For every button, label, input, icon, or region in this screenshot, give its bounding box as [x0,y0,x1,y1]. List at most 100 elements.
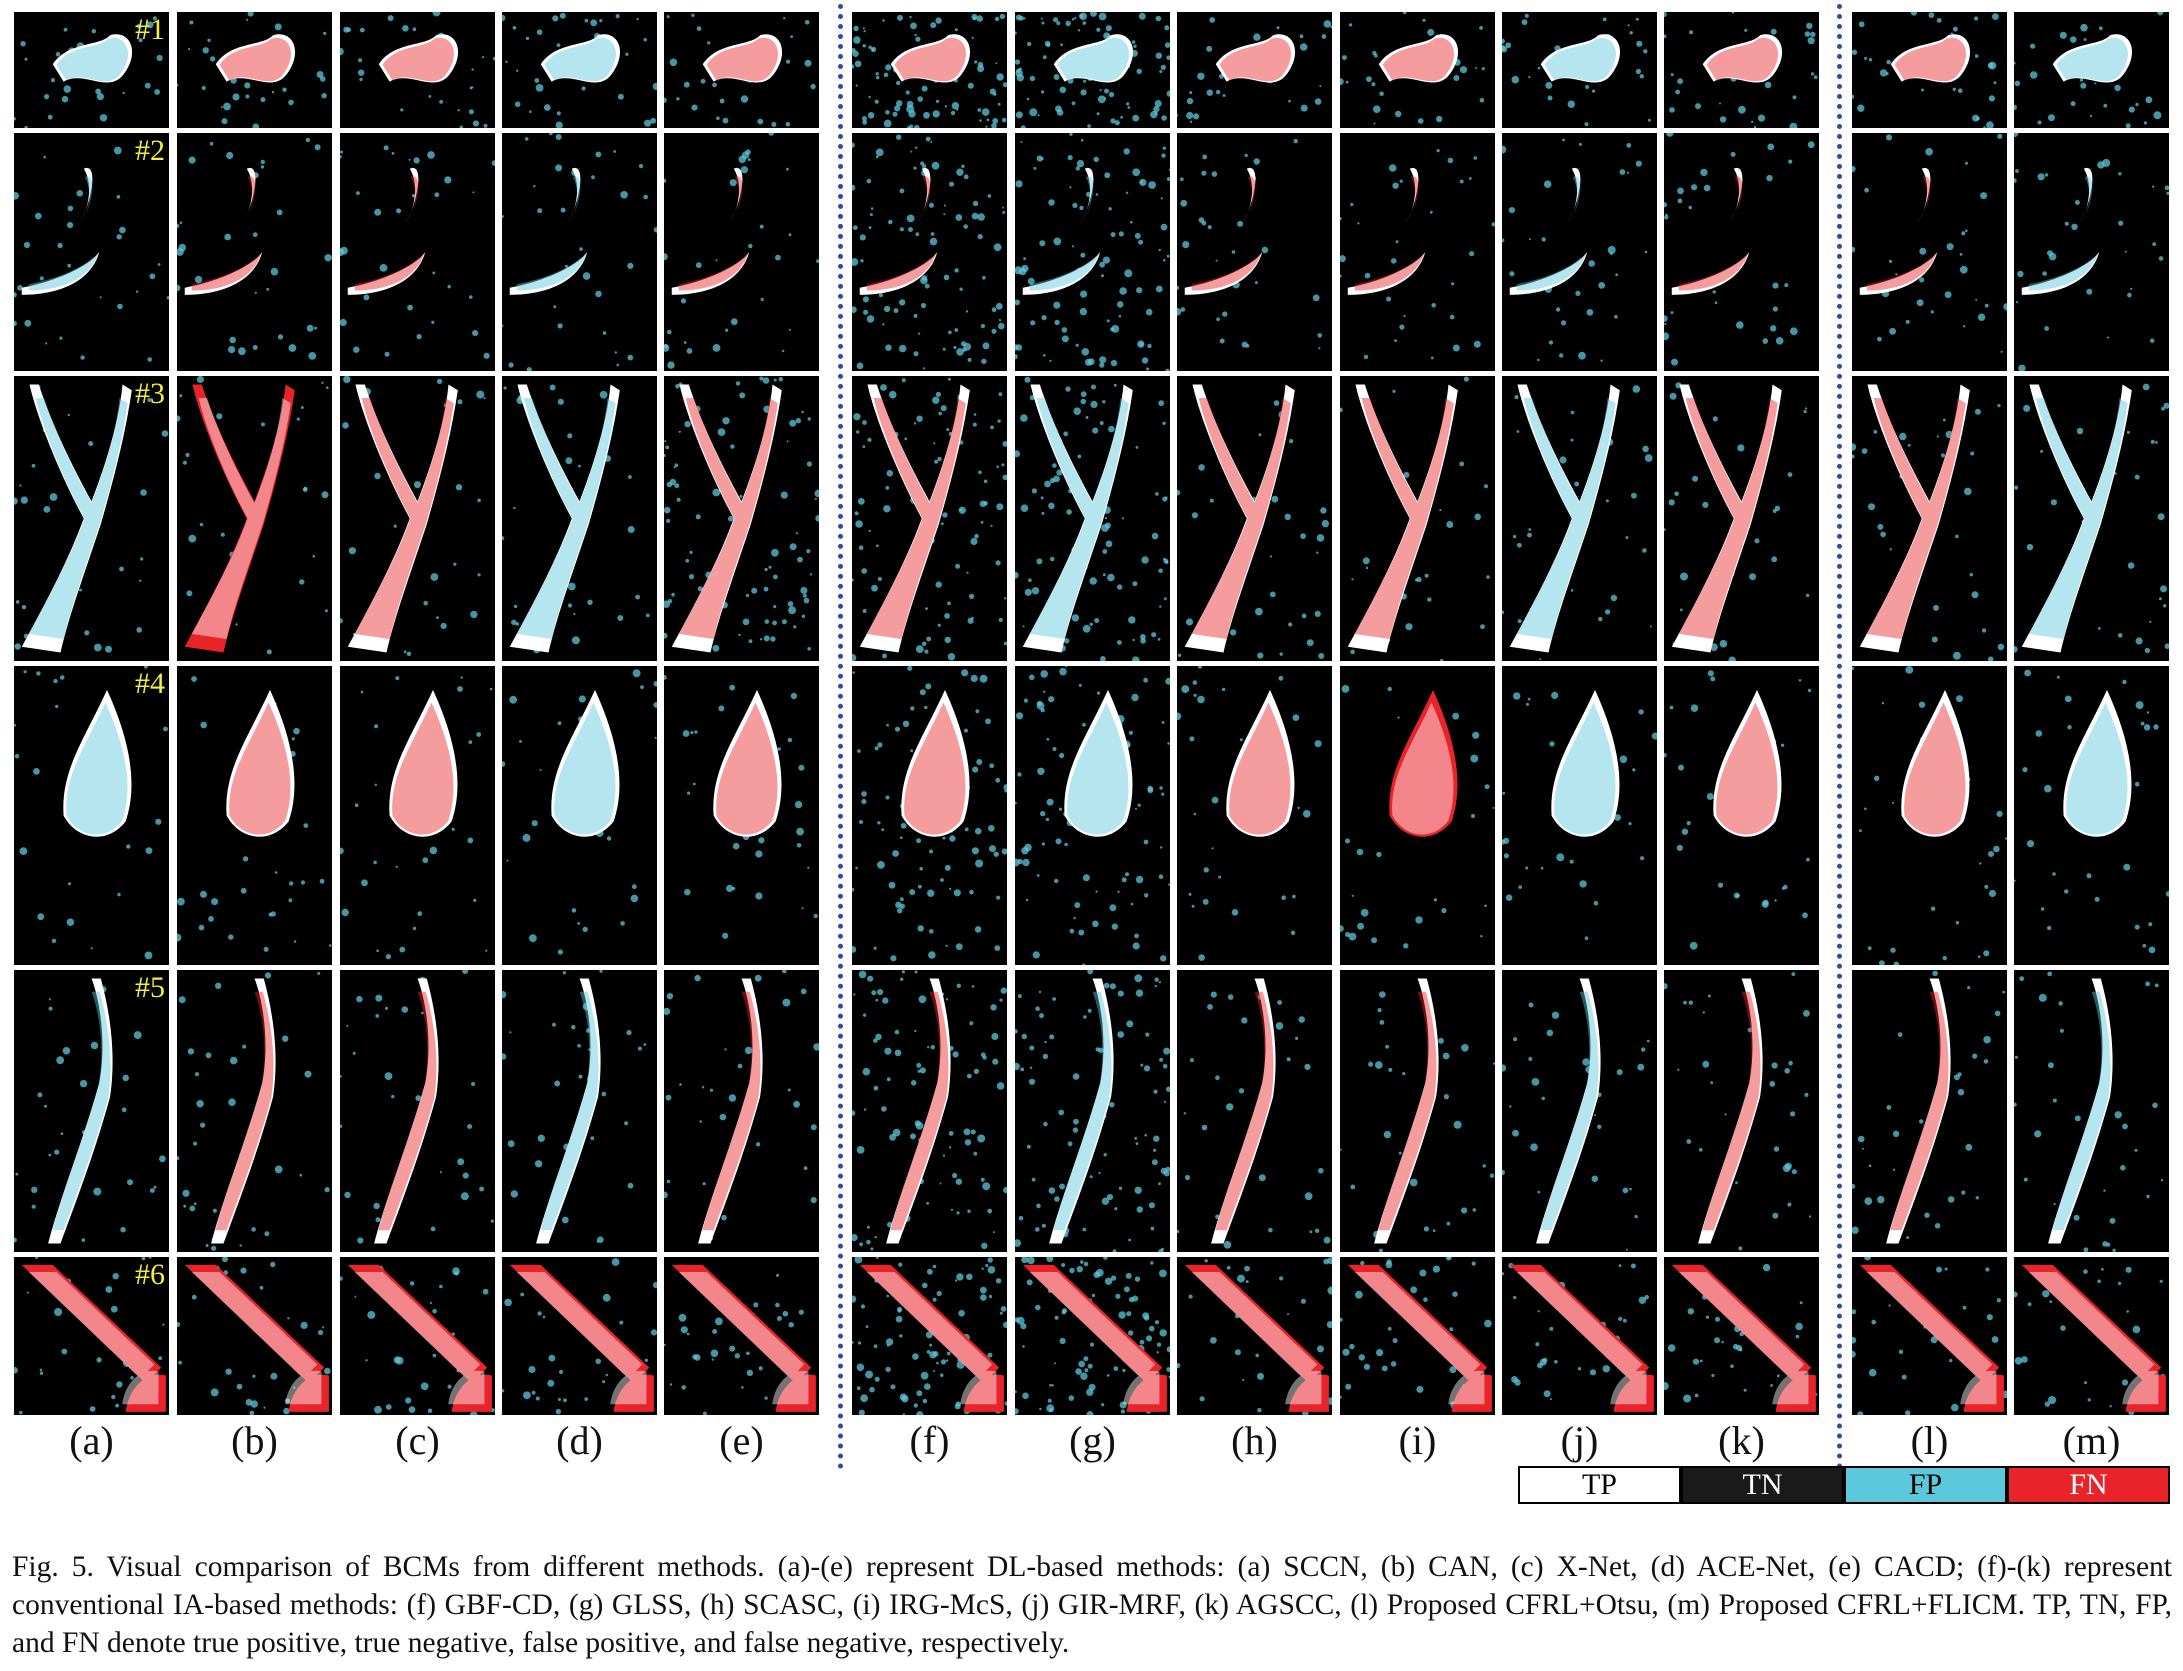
result-map [502,970,657,1252]
row-number-label: #2 [135,134,165,167]
result-map [340,1257,495,1415]
legend: TP TN FP FN [1518,1466,2170,1504]
result-map [1177,376,1332,661]
column-label: (c) [395,1418,440,1463]
result-map [852,133,1007,371]
result-map [664,970,819,1252]
result-map [502,1257,657,1415]
column-label: (g) [1069,1418,1116,1463]
result-map [1852,133,2007,371]
result-map [1852,666,2007,965]
result-map [1340,1257,1495,1415]
result-map [1015,666,1170,965]
result-map: #2 [14,133,169,371]
result-map [664,133,819,371]
result-map: #5 [14,970,169,1252]
result-map [177,376,332,661]
column-label: (m) [2062,1418,2121,1463]
result-map [1502,1257,1657,1415]
legend-fn: FN [2007,1466,2170,1504]
result-map [502,133,657,371]
row-number-label: #3 [135,377,165,410]
result-map: #1 [14,12,169,128]
result-map [664,666,819,965]
divider-dl-ia [838,4,843,1470]
result-map [1502,970,1657,1252]
result-map [1340,970,1495,1252]
result-map: #3 [14,376,169,661]
legend-tn: TN [1681,1466,1844,1504]
row-number-label: #4 [135,667,165,700]
result-map [340,133,495,371]
result-map [1502,666,1657,965]
result-map [1664,970,1819,1252]
result-map [2014,376,2169,661]
result-map [1664,12,1819,128]
result-map [852,666,1007,965]
result-map [1177,666,1332,965]
result-map [1340,376,1495,661]
result-map [502,666,657,965]
result-map [1177,133,1332,371]
result-map [1852,12,2007,128]
column-label: (l) [1910,1418,1949,1463]
result-map [2014,1257,2169,1415]
result-map [1852,1257,2007,1415]
result-map [852,1257,1007,1415]
legend-tp: TP [1518,1466,1681,1504]
result-map [177,666,332,965]
column-label: (b) [231,1418,278,1463]
figure-caption: Fig. 5. Visual comparison of BCMs from d… [12,1551,2172,1659]
result-map [1502,133,1657,371]
result-map [1664,133,1819,371]
column-label: (f) [909,1418,950,1463]
result-map [340,12,495,128]
column-label: (d) [556,1418,603,1463]
result-map [1177,1257,1332,1415]
result-map [1015,376,1170,661]
result-map [852,12,1007,128]
result-map [177,970,332,1252]
result-map [1015,133,1170,371]
column-label: (e) [719,1418,764,1463]
row-number-label: #6 [135,1258,165,1291]
result-map [1502,12,1657,128]
result-map [1664,376,1819,661]
result-map [340,970,495,1252]
result-map [1664,666,1819,965]
result-map [502,376,657,661]
result-map [1177,970,1332,1252]
result-map [1177,12,1332,128]
column-label: (h) [1231,1418,1278,1463]
result-map [1015,12,1170,128]
row-number-label: #1 [135,13,165,46]
result-map [664,1257,819,1415]
result-map [340,376,495,661]
result-map [177,133,332,371]
column-label: (k) [1718,1418,1765,1463]
result-map [1340,133,1495,371]
result-map [664,12,819,128]
result-map [1852,970,2007,1252]
legend-fp: FP [1844,1466,2007,1504]
result-map: #6 [14,1257,169,1415]
divider-ia-proposed [1837,4,1842,1470]
result-map [2014,133,2169,371]
result-map [1340,12,1495,128]
row-number-label: #5 [135,971,165,1004]
result-map [1015,970,1170,1252]
column-label: (a) [69,1418,114,1463]
result-map [1664,1257,1819,1415]
result-map [2014,666,2169,965]
result-map [852,970,1007,1252]
result-map: #4 [14,666,169,965]
result-map [502,12,657,128]
result-map [340,666,495,965]
result-map [2014,970,2169,1252]
result-map [2014,12,2169,128]
result-map [1502,376,1657,661]
result-map [177,12,332,128]
result-map [664,376,819,661]
column-label: (i) [1398,1418,1437,1463]
